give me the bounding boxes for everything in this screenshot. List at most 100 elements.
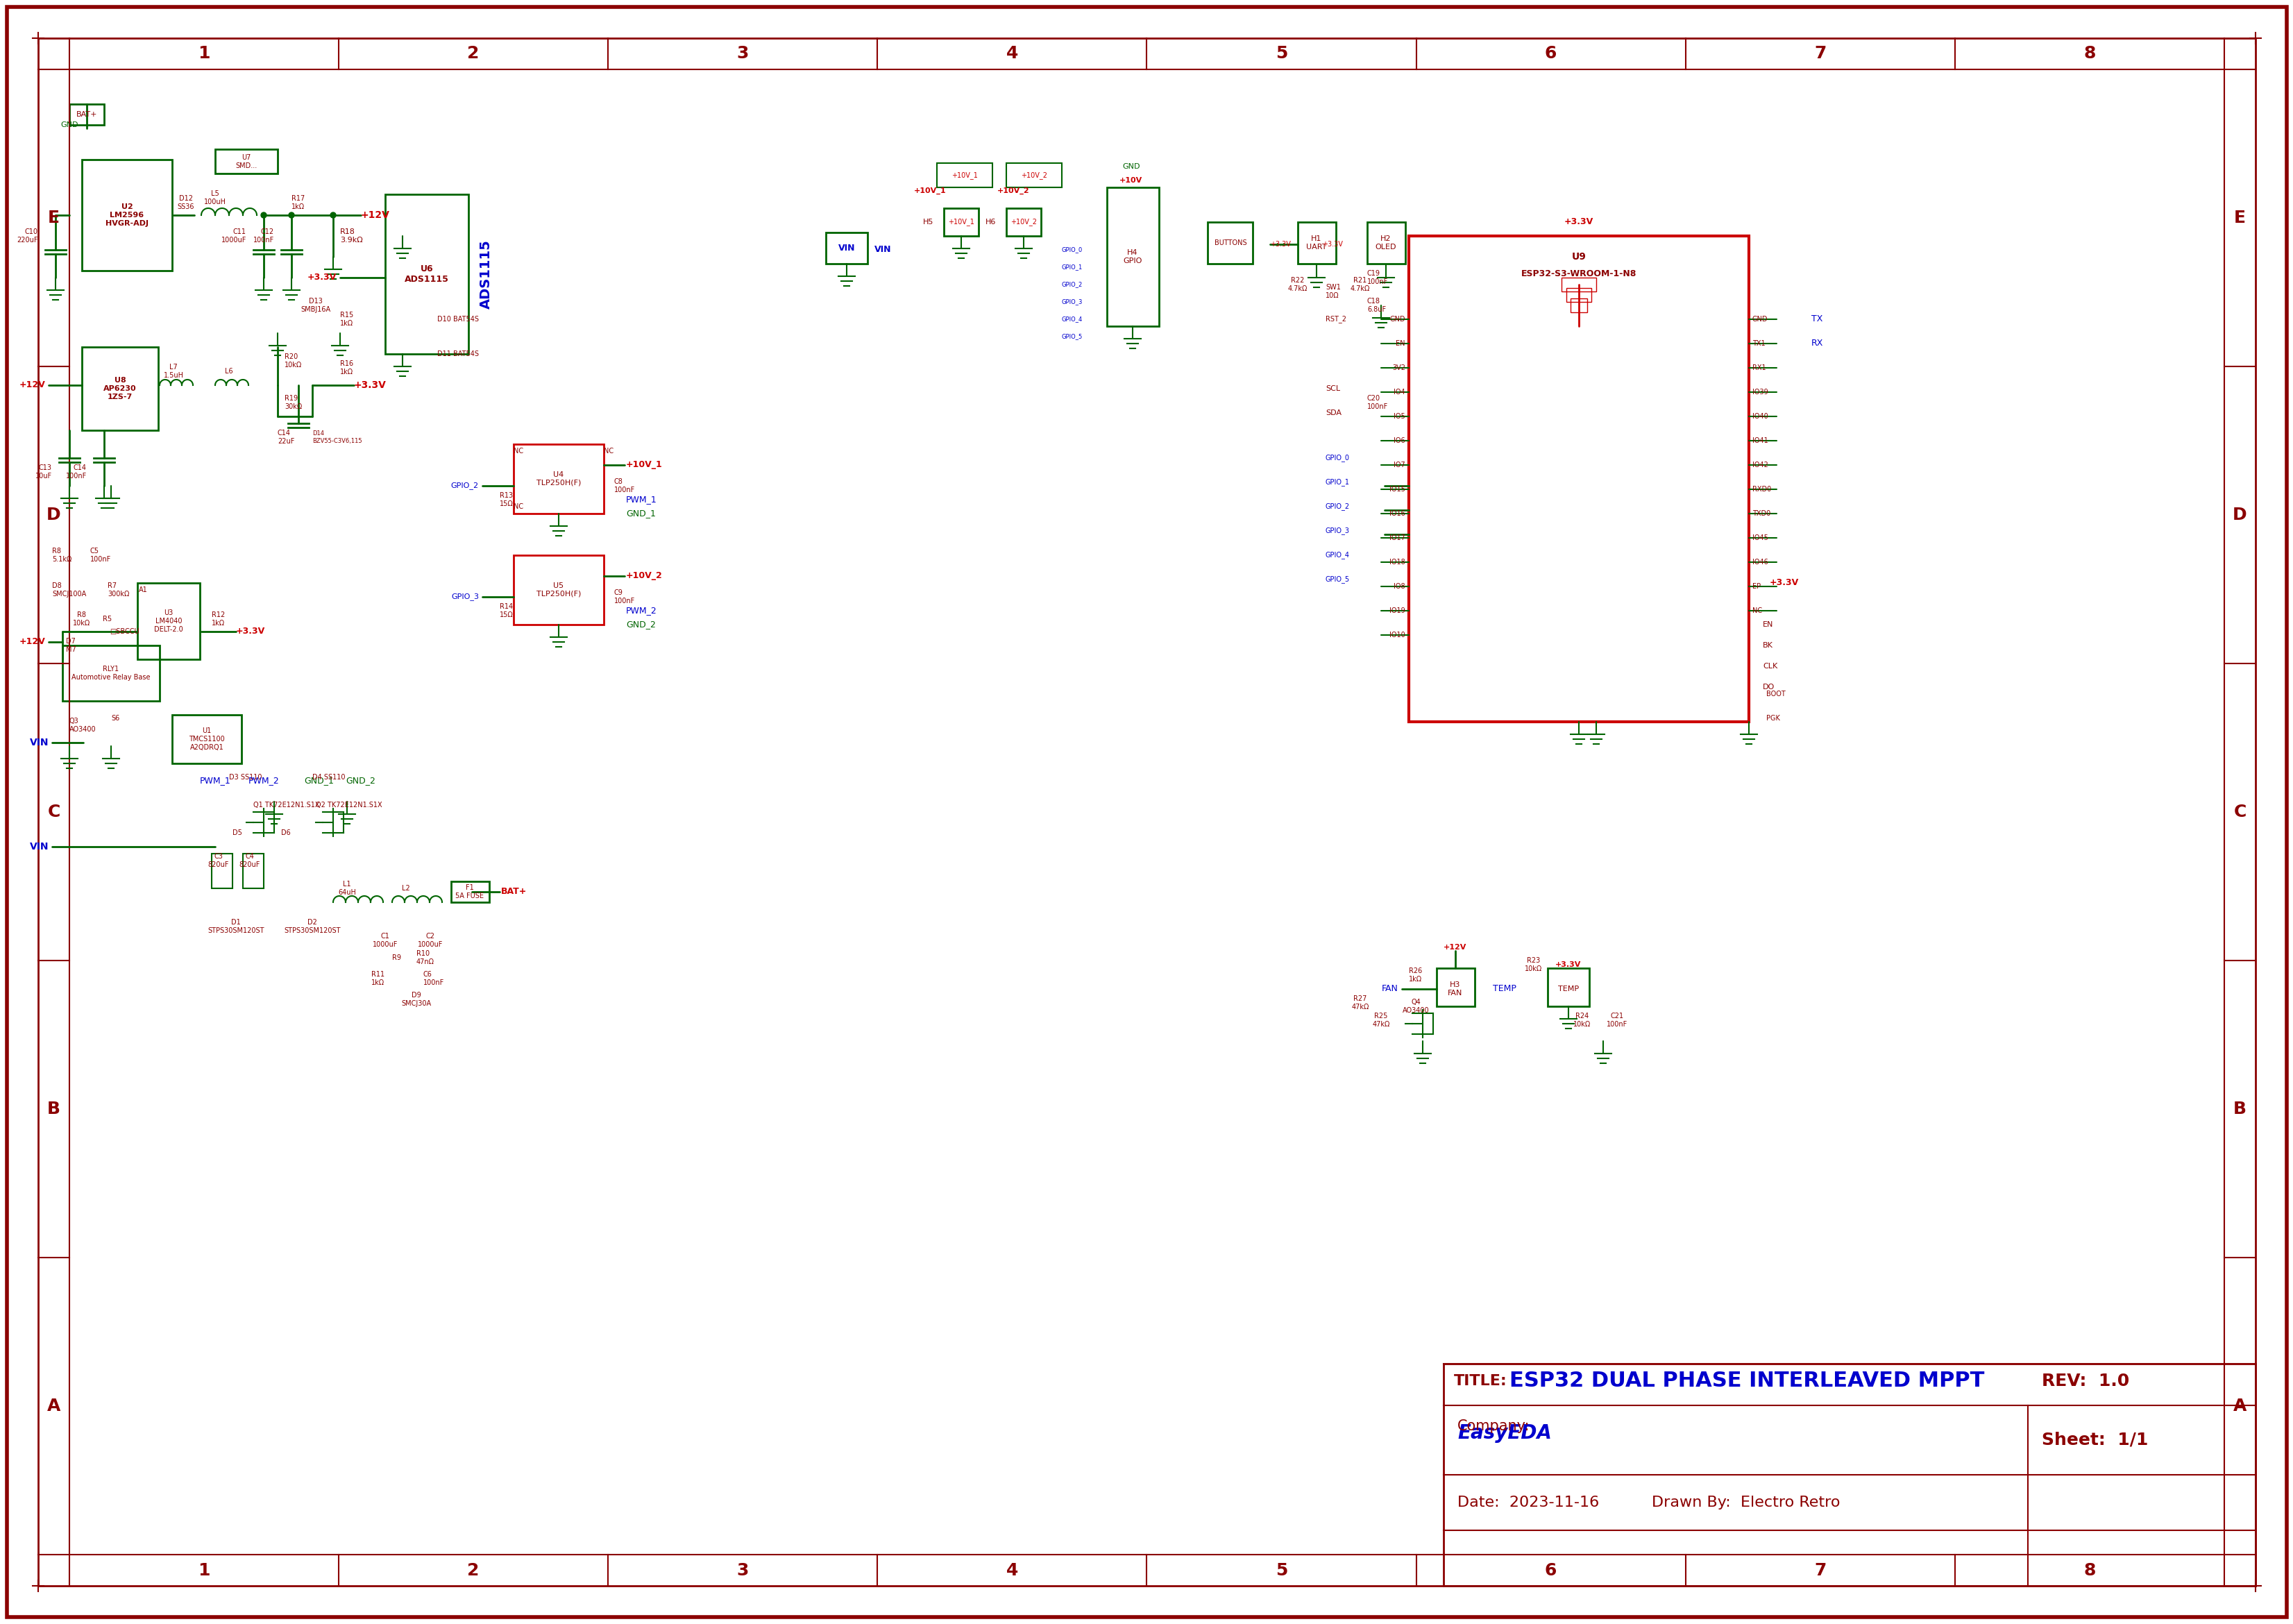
Text: H5: H5 <box>922 219 933 226</box>
Bar <box>514 555 603 625</box>
Text: 8: 8 <box>2082 1562 2096 1579</box>
Text: TXD0: TXD0 <box>1752 510 1770 516</box>
Text: Q1 TK72E12N1.S1X: Q1 TK72E12N1.S1X <box>252 802 319 809</box>
Text: C4
820uF: C4 820uF <box>238 853 261 869</box>
Text: R8
5.1kΩ: R8 5.1kΩ <box>53 547 71 562</box>
Text: D: D <box>46 507 62 523</box>
Text: H6: H6 <box>986 219 995 226</box>
Text: D5: D5 <box>232 830 243 836</box>
Text: C2
1000uF: C2 1000uF <box>417 932 443 948</box>
Text: GPIO_1: GPIO_1 <box>1062 265 1082 270</box>
Text: A1: A1 <box>140 586 147 593</box>
Bar <box>1298 222 1335 263</box>
Text: U5
TLP250H(F): U5 TLP250H(F) <box>537 583 580 598</box>
Text: GND_1: GND_1 <box>626 508 656 518</box>
Bar <box>942 208 979 235</box>
Text: D13
SMBJ16A: D13 SMBJ16A <box>300 297 330 313</box>
Text: R17
1kΩ: R17 1kΩ <box>291 195 305 209</box>
Text: C20
100nF: C20 100nF <box>1367 395 1387 409</box>
Bar <box>83 348 158 430</box>
Text: C19
100nF: C19 100nF <box>1367 270 1387 286</box>
Bar <box>825 232 867 263</box>
Text: IO40: IO40 <box>1752 412 1768 421</box>
Text: 7: 7 <box>1814 45 1825 62</box>
Text: S6: S6 <box>110 715 119 721</box>
Bar <box>69 104 103 125</box>
Text: +3.3V: +3.3V <box>353 380 385 390</box>
Text: +10V_2: +10V_2 <box>1020 172 1048 179</box>
Bar <box>1108 187 1158 326</box>
Text: A: A <box>2233 1398 2245 1415</box>
Text: PWM_2: PWM_2 <box>626 606 656 615</box>
Text: C6
100nF: C6 100nF <box>424 971 445 986</box>
Text: +10V_1: +10V_1 <box>913 187 945 195</box>
Text: C10
220uF: C10 220uF <box>16 229 39 244</box>
Text: D12
SS36: D12 SS36 <box>177 195 195 209</box>
Text: +10V_2: +10V_2 <box>1011 218 1036 226</box>
Text: C8
100nF: C8 100nF <box>615 479 635 494</box>
Text: 6: 6 <box>1545 45 1557 62</box>
Text: C14
22uF: C14 22uF <box>277 430 294 445</box>
Text: +10V_2: +10V_2 <box>626 572 663 580</box>
Text: GPIO_0: GPIO_0 <box>1062 247 1082 253</box>
Text: D: D <box>2231 507 2247 523</box>
Text: FAN: FAN <box>1380 984 1399 994</box>
Text: C11
1000uF: C11 1000uF <box>220 229 245 244</box>
Text: +12V: +12V <box>360 209 390 219</box>
Bar <box>1007 162 1062 187</box>
Bar <box>1206 222 1252 263</box>
Text: BOOT: BOOT <box>1766 690 1784 697</box>
Bar <box>83 159 172 271</box>
Text: E: E <box>48 209 60 226</box>
Text: +10V_1: +10V_1 <box>947 218 975 226</box>
Text: 6: 6 <box>1545 1562 1557 1579</box>
Text: SDA: SDA <box>1325 409 1341 416</box>
Text: IO41: IO41 <box>1752 437 1768 445</box>
Text: D4 SS110: D4 SS110 <box>312 773 346 781</box>
Text: R7
300kΩ: R7 300kΩ <box>108 583 128 598</box>
Bar <box>1007 208 1041 235</box>
Text: TEMP: TEMP <box>1557 986 1578 992</box>
Text: R23
10kΩ: R23 10kΩ <box>1525 957 1543 973</box>
Text: R5: R5 <box>103 615 112 622</box>
Text: +3.3V: +3.3V <box>1564 218 1594 227</box>
Bar <box>1442 1364 2254 1585</box>
Text: RLY1
Automotive Relay Base: RLY1 Automotive Relay Base <box>71 666 151 680</box>
Text: H4
GPIO: H4 GPIO <box>1124 250 1142 265</box>
Text: R21
4.7kΩ: R21 4.7kΩ <box>1351 278 1369 292</box>
Text: Date:  2023-11-16: Date: 2023-11-16 <box>1456 1496 1598 1509</box>
Text: D14
BZV55-C3V6,115: D14 BZV55-C3V6,115 <box>312 430 362 443</box>
Text: GPIO_4: GPIO_4 <box>1062 317 1082 323</box>
Bar <box>936 162 993 187</box>
Text: TITLE:: TITLE: <box>1454 1374 1507 1389</box>
Text: D9
SMCJ30A: D9 SMCJ30A <box>401 992 431 1007</box>
Text: C: C <box>48 804 60 820</box>
Text: IO6: IO6 <box>1394 437 1406 445</box>
Text: TX: TX <box>1811 315 1823 323</box>
Text: +12V: +12V <box>1442 944 1468 950</box>
Bar <box>216 149 277 174</box>
Text: L5
100uH: L5 100uH <box>204 190 227 205</box>
Text: TX1: TX1 <box>1752 339 1766 348</box>
Text: R13
15Ω: R13 15Ω <box>500 492 514 507</box>
Text: 4: 4 <box>1007 1562 1018 1579</box>
Text: +3.3V: +3.3V <box>1555 961 1580 968</box>
Text: R11
1kΩ: R11 1kΩ <box>371 971 385 986</box>
Text: C5
100nF: C5 100nF <box>89 547 110 562</box>
Text: GPIO_5: GPIO_5 <box>1325 577 1351 583</box>
Text: D7
M7: D7 M7 <box>66 638 76 653</box>
Text: TEMP: TEMP <box>1493 984 1516 994</box>
Text: C12
100nF: C12 100nF <box>252 229 275 244</box>
Text: Sheet:  1/1: Sheet: 1/1 <box>2041 1432 2149 1449</box>
Bar <box>172 715 241 763</box>
Bar <box>1367 222 1406 263</box>
Text: C18
6.8uF: C18 6.8uF <box>1367 297 1385 313</box>
Text: +3.3V: +3.3V <box>1770 578 1798 588</box>
Text: R25
47kΩ: R25 47kΩ <box>1371 1013 1390 1028</box>
Text: R9: R9 <box>392 955 401 961</box>
Text: 1: 1 <box>197 1562 211 1579</box>
Text: R20
10kΩ: R20 10kΩ <box>284 354 303 369</box>
Text: 4: 4 <box>1007 45 1018 62</box>
Text: ESP32 DUAL PHASE INTERLEAVED MPPT: ESP32 DUAL PHASE INTERLEAVED MPPT <box>1509 1371 1983 1392</box>
Text: GPIO_5: GPIO_5 <box>1062 333 1082 339</box>
